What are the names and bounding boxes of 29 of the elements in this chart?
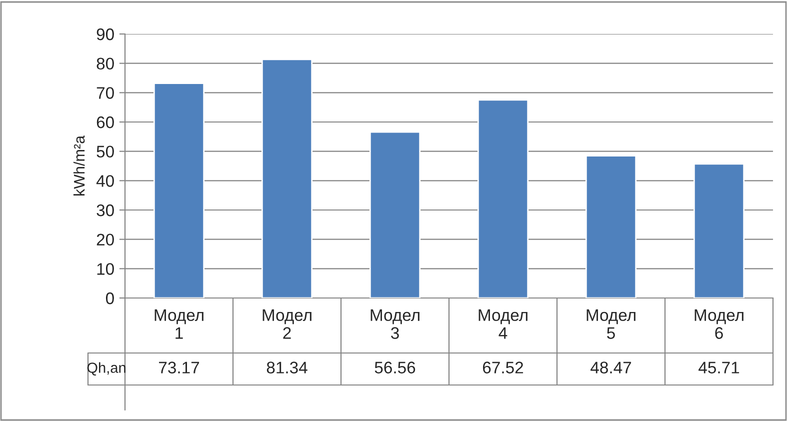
- y-tick-label: 90: [96, 28, 114, 40]
- data-label: 48.47: [590, 362, 632, 374]
- y-tick-label: 40: [96, 175, 114, 187]
- bar: [693, 163, 745, 298]
- bar: [261, 58, 313, 298]
- y-tick-label: 50: [96, 146, 114, 158]
- y-tick-label: 30: [96, 204, 114, 216]
- bar: [369, 131, 421, 298]
- x-tick-label: Модел 2: [262, 309, 312, 339]
- x-tick-label: Модел 1: [154, 309, 204, 339]
- data-label: 67.52: [482, 362, 524, 374]
- y-tick-label: 10: [97, 263, 114, 275]
- x-tick-label: Модел 5: [586, 309, 636, 339]
- y-tick-label: 60: [96, 116, 114, 128]
- x-tick-label: Модел 4: [478, 309, 528, 339]
- x-tick-label: Модел 6: [694, 309, 744, 339]
- data-label: 56.56: [374, 362, 416, 374]
- data-label: 45.71: [698, 362, 740, 374]
- y-tick-label: 80: [96, 58, 114, 70]
- y-tick-label: 0: [106, 292, 114, 304]
- data-label: 81.34: [266, 362, 308, 374]
- y-tick-label: 70: [96, 87, 114, 99]
- bar: [585, 155, 637, 298]
- x-tick-label: Модел 3: [370, 309, 420, 339]
- bar: [153, 82, 205, 298]
- y-tick-label: 20: [96, 234, 114, 246]
- bar: [477, 99, 529, 298]
- data-label: 73.17: [159, 362, 200, 374]
- y-axis-title: kWh/m²a: [73, 135, 85, 196]
